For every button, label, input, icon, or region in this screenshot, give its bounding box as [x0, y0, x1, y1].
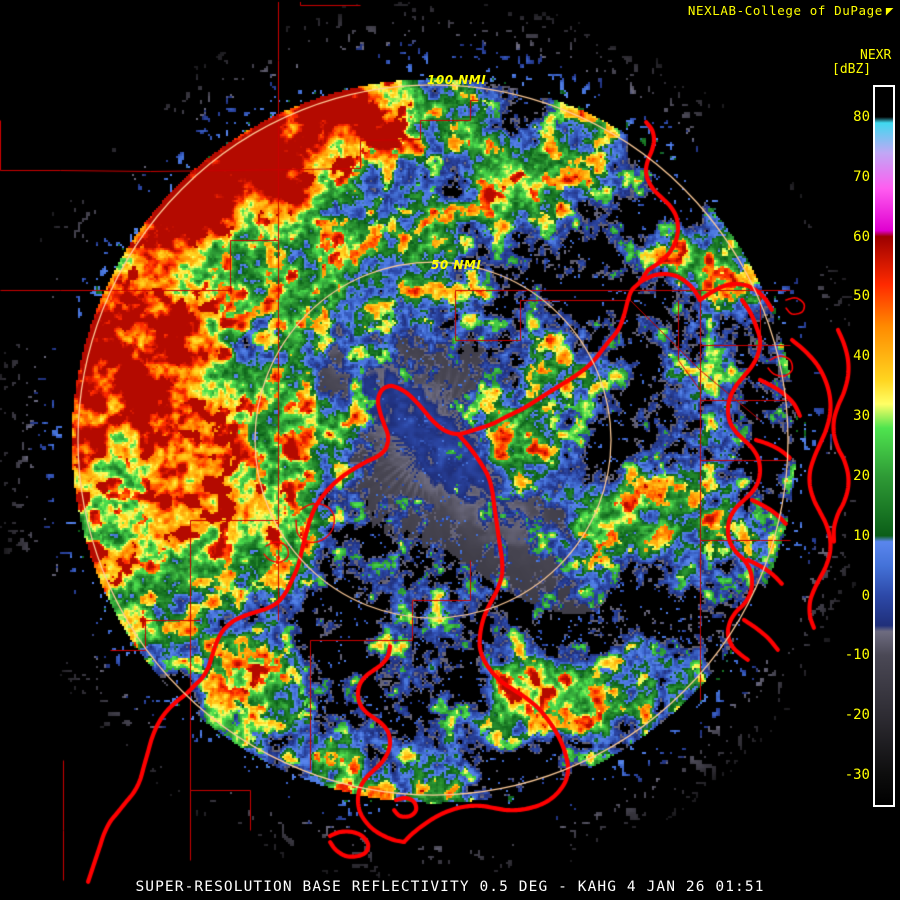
colorbar-tick-70: 70: [853, 168, 870, 185]
product-caption: SUPER-RESOLUTION BASE REFLECTIVITY 0.5 D…: [135, 879, 765, 895]
colorbar-tick-0: 0: [861, 587, 870, 604]
colorbar-unit-label: [dBZ]: [832, 62, 872, 77]
colorbar-tick-neg30: -30: [844, 767, 870, 784]
attribution-text: NEXLAB-College of DuPage: [687, 3, 883, 18]
colorbar: [873, 85, 895, 807]
attribution-label: NEXLAB-College of DuPage ◤: [688, 4, 894, 18]
colorbar-tick-80: 80: [853, 108, 870, 125]
colorbar-tick-50: 50: [853, 288, 870, 305]
range-ring-label-100nmi: 100 NMI: [427, 73, 487, 87]
colorbar-tick-40: 40: [853, 348, 870, 365]
colorbar-tick-neg20: -20: [844, 707, 870, 724]
colorbar-tick-10: 10: [853, 527, 870, 544]
colorbar-tick-neg10: -10: [844, 647, 870, 664]
colorbar-gradient: [875, 87, 893, 805]
colorbar-tick-60: 60: [853, 228, 870, 245]
range-ring-label-50nmi: 50 NMI: [431, 258, 482, 272]
colorbar-tick-30: 30: [853, 408, 870, 425]
colorbar-title: NEXR: [860, 48, 892, 63]
dupage-logo-icon: ◤: [885, 3, 894, 18]
colorbar-tick-20: 20: [853, 467, 870, 484]
